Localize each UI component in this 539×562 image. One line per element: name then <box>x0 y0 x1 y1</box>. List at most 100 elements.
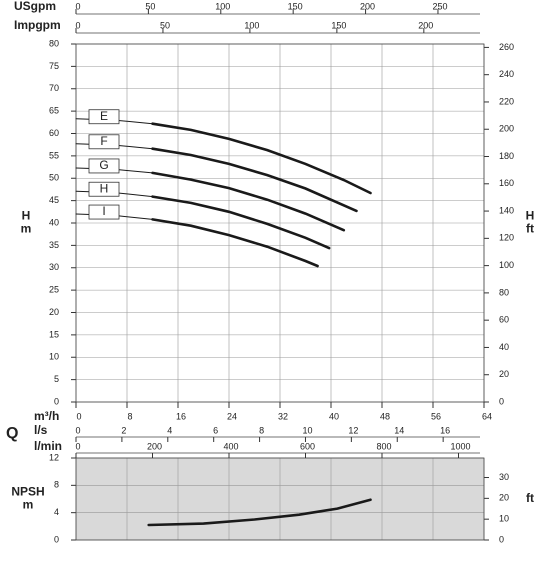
legend-label: F <box>100 134 107 148</box>
y2-tick-label: 100 <box>499 260 514 270</box>
y2-tick-label: 0 <box>499 396 504 406</box>
y-tick-label: 45 <box>49 195 59 205</box>
x-tick-label: 0 <box>75 1 80 11</box>
plot-frame <box>75 457 485 541</box>
y-tick-label: 50 <box>49 173 59 183</box>
x-tick-label: 200 <box>147 441 162 451</box>
y-tick-label: 5 <box>54 374 59 384</box>
y-axis-label: H <box>22 209 31 223</box>
y-axis-label: NPSH <box>11 485 44 499</box>
y-tick-label: 25 <box>49 285 59 295</box>
y-tick-label: 4 <box>54 507 59 517</box>
y2-tick-label: 10 <box>499 514 509 524</box>
y2-tick-label: 120 <box>499 233 514 243</box>
y-tick-label: 65 <box>49 106 59 116</box>
x-tick-label: 16 <box>440 425 450 435</box>
x-tick-label: 14 <box>394 425 404 435</box>
y-tick-label: 0 <box>54 534 59 544</box>
x-tick-label: 250 <box>432 1 447 11</box>
x-tick-label: 6 <box>213 425 218 435</box>
x-tick-label: 2 <box>121 425 126 435</box>
curve <box>151 195 331 250</box>
x-tick-label: 16 <box>176 411 186 421</box>
y2-axis-label: ft <box>526 222 534 236</box>
curve-label-box <box>88 109 120 125</box>
x-tick-label: 200 <box>360 1 375 11</box>
y2-tick-label: 30 <box>499 472 509 482</box>
x-tick-label: 0 <box>75 441 80 451</box>
y-tick-label: 40 <box>49 217 59 227</box>
x-tick-label: 200 <box>418 20 433 30</box>
y-tick-label: 30 <box>49 262 59 272</box>
x-tick-label: 800 <box>376 441 391 451</box>
curve-label-box <box>88 158 120 174</box>
x-tick-label: 1000 <box>450 441 470 451</box>
y2-tick-label: 260 <box>499 42 514 52</box>
x-tick-label: 40 <box>329 411 339 421</box>
curve <box>151 218 319 268</box>
legend-label: I <box>102 204 105 218</box>
y-tick-label: 35 <box>49 240 59 250</box>
axis-label: l/min <box>34 439 62 453</box>
curve <box>151 122 372 195</box>
y-axis-label: m <box>23 498 34 512</box>
curve <box>151 171 346 232</box>
y2-tick-label: 160 <box>499 178 514 188</box>
y2-tick-label: 80 <box>499 287 509 297</box>
y2-tick-label: 60 <box>499 315 509 325</box>
x-tick-label: 50 <box>145 1 155 11</box>
y2-tick-label: 140 <box>499 205 514 215</box>
x-tick-label: 150 <box>288 1 303 11</box>
y-tick-label: 20 <box>49 307 59 317</box>
curve <box>147 498 372 527</box>
axis-label: Impgpm <box>14 18 61 32</box>
y-tick-label: 55 <box>49 150 59 160</box>
x-tick-label: 48 <box>380 411 390 421</box>
x-tick-label: 8 <box>259 425 264 435</box>
y-tick-label: 8 <box>54 480 59 490</box>
y-tick-label: 80 <box>49 38 59 48</box>
q-label: Q <box>6 425 18 442</box>
y-axis-label: m <box>21 222 32 236</box>
x-tick-label: 4 <box>167 425 172 435</box>
x-tick-label: 24 <box>227 411 237 421</box>
y2-tick-label: 180 <box>499 151 514 161</box>
y2-axis-label: H <box>526 209 535 223</box>
axis-label: USgpm <box>14 0 56 13</box>
x-tick-label: 8 <box>127 411 132 421</box>
y2-tick-label: 240 <box>499 69 514 79</box>
x-tick-label: 10 <box>302 425 312 435</box>
x-tick-label: 100 <box>215 1 230 11</box>
y2-tick-label: 220 <box>499 96 514 106</box>
y-tick-label: 0 <box>54 396 59 406</box>
x-tick-label: 400 <box>223 441 238 451</box>
legend-label: G <box>99 158 108 172</box>
y2-axis-label: ft <box>526 491 534 505</box>
curve-label-box <box>88 134 120 150</box>
x-tick-label: 0 <box>75 425 80 435</box>
axis-label: l/s <box>34 423 48 437</box>
curve-label-box <box>88 204 120 220</box>
x-tick-label: 600 <box>300 441 315 451</box>
x-tick-label: 12 <box>348 425 358 435</box>
y-tick-label: 15 <box>49 329 59 339</box>
x-tick-label: 150 <box>331 20 346 30</box>
x-tick-label: 64 <box>482 411 492 421</box>
x-tick-label: 56 <box>431 411 441 421</box>
y-tick-label: 10 <box>49 352 59 362</box>
y-tick-label: 60 <box>49 128 59 138</box>
x-tick-label: 50 <box>160 20 170 30</box>
y-tick-label: 70 <box>49 83 59 93</box>
y-tick-label: 12 <box>49 452 59 462</box>
y2-tick-label: 0 <box>499 534 504 544</box>
y2-tick-label: 20 <box>499 369 509 379</box>
legend-label: E <box>100 109 108 123</box>
x-axis-label: m³/h <box>34 409 59 423</box>
y-tick-label: 75 <box>49 61 59 71</box>
y2-tick-label: 40 <box>499 342 509 352</box>
curve-label-box <box>88 181 120 197</box>
curve <box>151 147 358 213</box>
x-tick-label: 0 <box>75 20 80 30</box>
